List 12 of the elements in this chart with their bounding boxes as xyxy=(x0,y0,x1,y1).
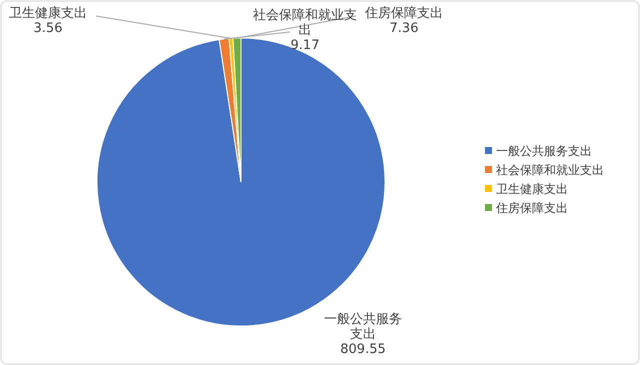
data-label: 809.55 xyxy=(339,342,387,357)
slice-label: 住房保障支出 xyxy=(365,6,443,21)
legend-label: 社会保障和就业支出 xyxy=(496,162,604,178)
data-label: 3.56 xyxy=(32,21,64,36)
data-label: 9.17 xyxy=(290,38,320,53)
legend-label: 一般公共服务支出 xyxy=(496,143,592,159)
legend-label: 卫生健康支出 xyxy=(496,181,568,197)
slice-label: 卫生健康支出 xyxy=(8,6,88,21)
slice-label: 社会保障和就业支出 xyxy=(252,8,358,38)
data-label: 7.36 xyxy=(390,21,418,36)
slice-label: 一般公共服务支出 xyxy=(323,312,403,342)
legend-label: 住房保障支出 xyxy=(496,200,568,216)
